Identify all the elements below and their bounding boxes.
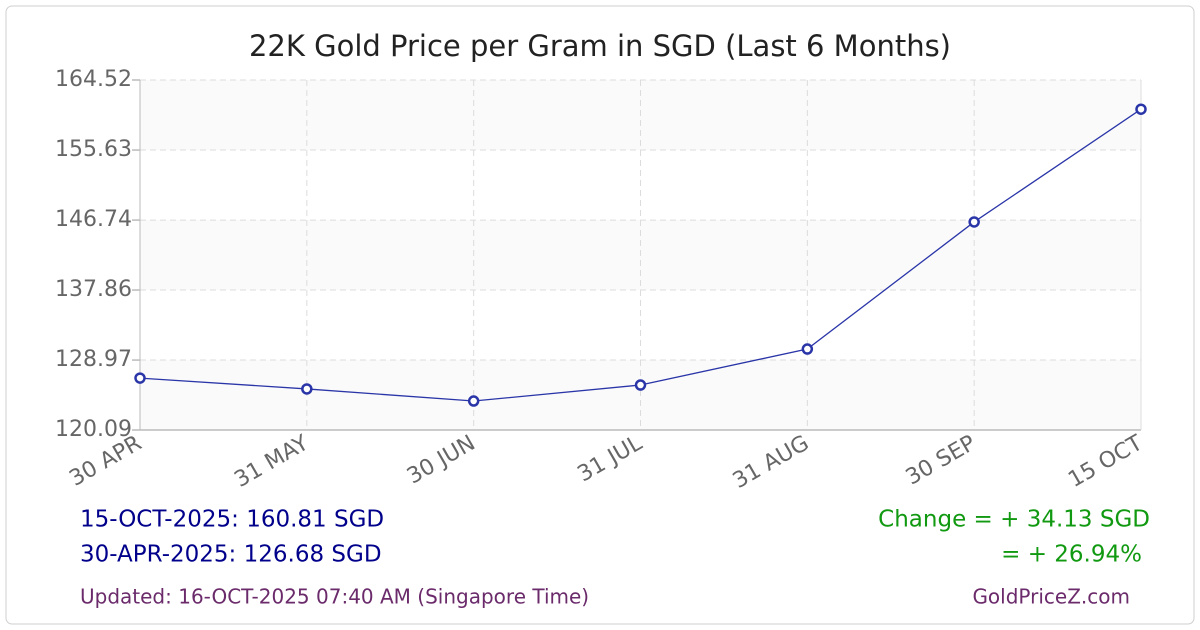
latest-price: 15-OCT-2025: 160.81 SGD <box>80 507 384 533</box>
source: GoldPriceZ.com <box>972 585 1130 609</box>
data-point <box>801 343 814 355</box>
y-tick-label: 155.63 <box>55 137 132 162</box>
y-tick-label: 164.52 <box>55 67 132 92</box>
data-point <box>134 372 146 384</box>
data-point <box>1135 103 1147 115</box>
y-tick-label: 120.09 <box>55 417 132 442</box>
y-tick-label: 146.74 <box>55 207 132 232</box>
chart-title: 22K Gold Price per Gram in SGD (Last 6 M… <box>249 29 951 63</box>
earliest-price: 30-APR-2025: 126.68 SGD <box>80 542 382 568</box>
updated-time: Updated: 16-OCT-2025 07:40 AM (Singapore… <box>80 585 589 609</box>
change-amount: Change = + 34.13 SGD <box>878 507 1150 533</box>
data-point <box>634 379 647 391</box>
data-point <box>301 383 313 395</box>
change-percent: = + 26.94% <box>1001 542 1142 568</box>
y-tick-label: 128.97 <box>55 347 132 372</box>
data-point <box>968 216 980 228</box>
y-tick-label: 137.86 <box>55 277 132 302</box>
data-point <box>467 395 480 407</box>
